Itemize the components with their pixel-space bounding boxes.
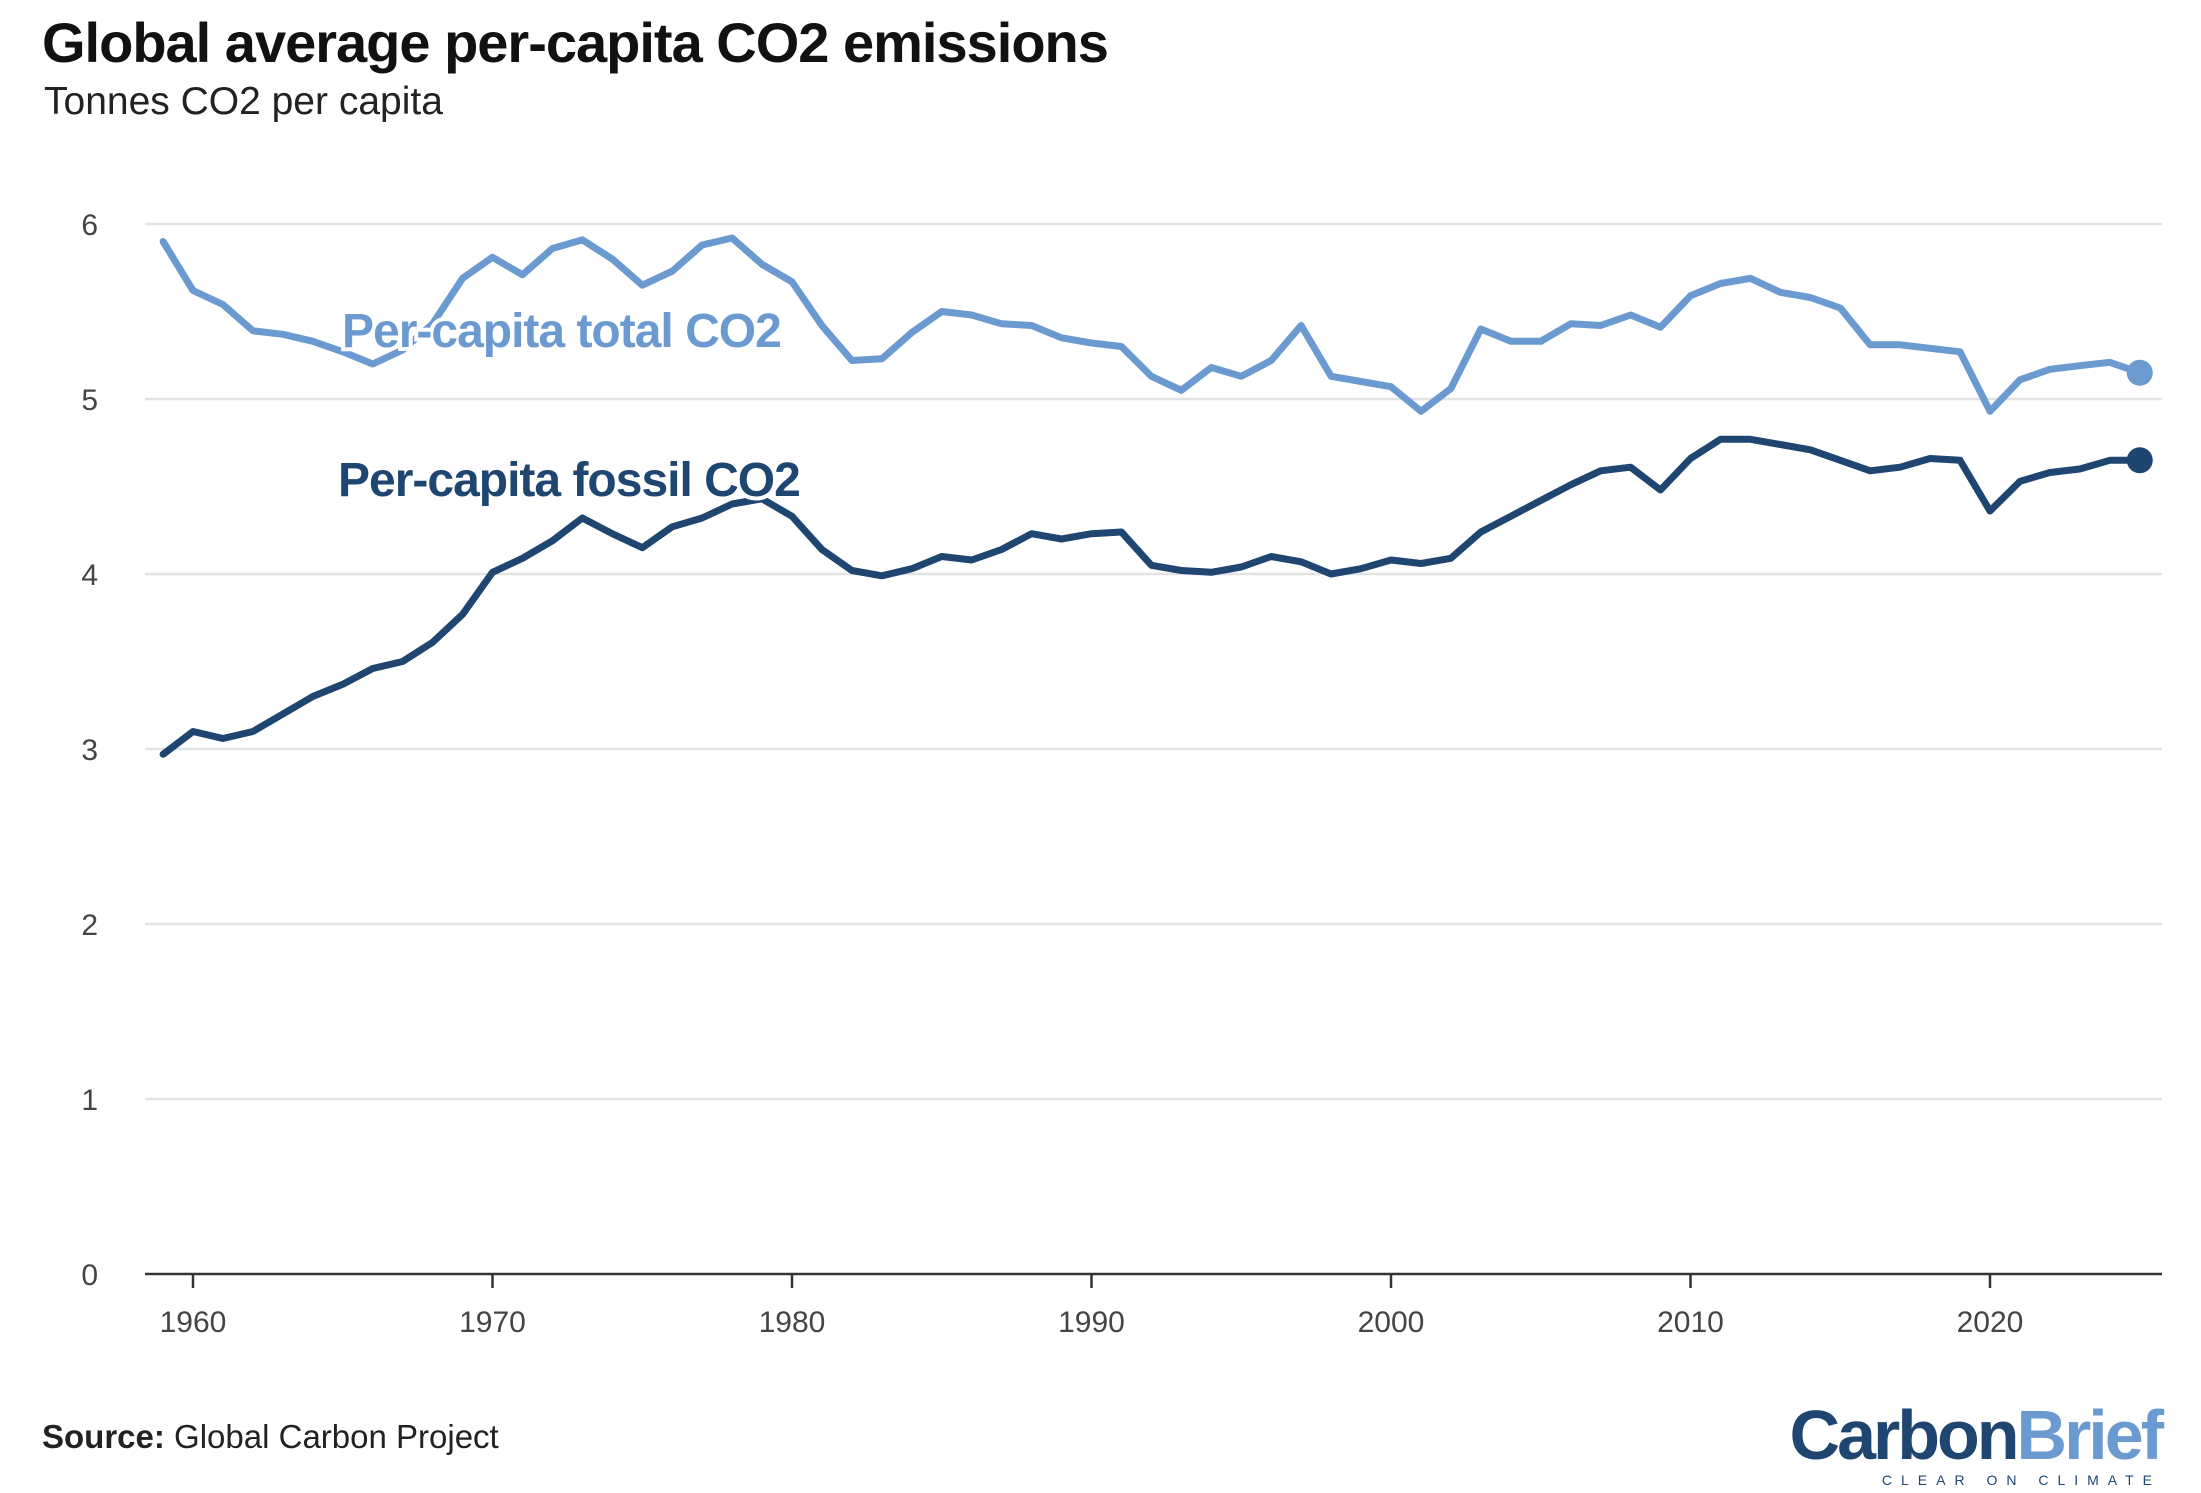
- x-axis: 1960 1970 1980 1990 2000 2010 2020: [145, 1272, 2162, 1339]
- carbonbrief-logo: CarbonBrief CLEAR ON CLIMATE: [1790, 1400, 2164, 1488]
- end-point-marker-total: [2126, 359, 2153, 386]
- y-tick-label: 3: [81, 734, 98, 767]
- x-tick-label: 2000: [1358, 1306, 1425, 1339]
- series-line-total: [159, 234, 2144, 415]
- y-tick-label: 1: [81, 1084, 98, 1117]
- x-tick-label: 1960: [160, 1306, 227, 1339]
- chart-subtitle: Tonnes CO2 per capita: [44, 80, 443, 123]
- x-tick-label: 2020: [1957, 1306, 2024, 1339]
- logo-tagline: CLEAR ON CLIMATE: [1881, 1472, 2161, 1488]
- series-line-fossil: [159, 435, 2144, 758]
- source-text: Global Carbon Project: [174, 1418, 499, 1455]
- y-tick-label: 2: [81, 909, 98, 942]
- y-tick-label: 0: [81, 1259, 98, 1292]
- logo-part1: Carbon: [1789, 1396, 2020, 1474]
- series-label-fossil: Per-capita fossil CO2: [338, 454, 800, 507]
- source-note: Source: Global Carbon Project: [42, 1418, 499, 1456]
- y-tick-label: 5: [81, 384, 98, 417]
- x-tick-label: 1990: [1058, 1306, 1125, 1339]
- series-label-total: Per-capita total CO2: [342, 305, 781, 358]
- logo-part2: Brief: [2016, 1396, 2164, 1474]
- y-tick-label: 4: [81, 559, 98, 592]
- y-axis-ticks: 0 1 2 3 4 5 6: [81, 209, 98, 1292]
- gridlines: [145, 222, 2162, 1101]
- source-label: Source:: [42, 1418, 165, 1455]
- end-point-marker-fossil: [2126, 447, 2153, 474]
- x-tick-label: 2010: [1657, 1306, 1724, 1339]
- series-lines: [159, 234, 2153, 758]
- x-tick-label: 1970: [459, 1306, 526, 1339]
- x-tick-label: 1980: [759, 1306, 826, 1339]
- chart-title: Global average per-capita CO2 emissions: [42, 11, 1109, 74]
- y-tick-label: 6: [81, 209, 98, 242]
